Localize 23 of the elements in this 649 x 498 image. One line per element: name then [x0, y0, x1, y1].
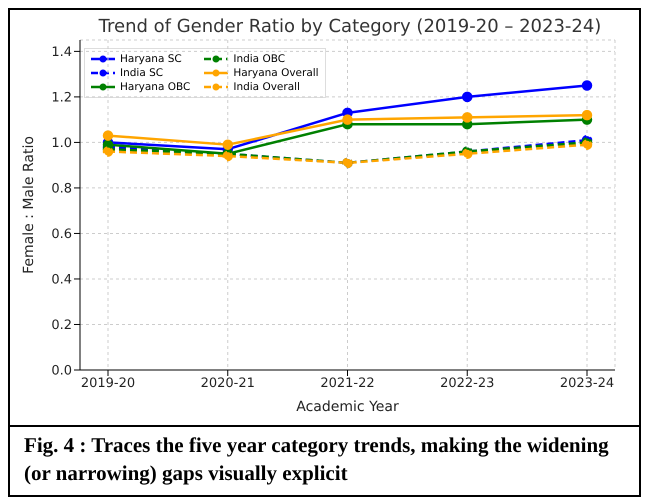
y-tick-label: 0.4 — [51, 272, 72, 288]
legend-label: Haryana SC — [120, 52, 182, 66]
legend-label: India Overall — [233, 80, 300, 94]
y-tick-label: 0.6 — [51, 227, 72, 242]
y-tick-label: 1.0 — [51, 136, 72, 152]
y-tick-label: 1.2 — [51, 90, 72, 106]
x-tick-label: 2022-23 — [440, 376, 494, 392]
x-axis-title: Academic Year — [296, 399, 399, 415]
y-tick-label: 0.0 — [51, 364, 72, 379]
y-axis-title: Female : Male Ratio — [20, 136, 37, 274]
x-tick-label: 2023-24 — [560, 376, 614, 392]
y-tick-label: 0.8 — [51, 182, 72, 197]
x-tick-label: 2019-20 — [80, 376, 136, 392]
legend-label: India OBC — [233, 52, 286, 66]
legend-label: Haryana OBC — [120, 80, 190, 94]
x-tick-label: 2021-22 — [320, 376, 375, 392]
legend-label: Haryana Overall — [233, 66, 319, 80]
y-tick-label: 1.4 — [51, 44, 72, 60]
chart-title: Trend of Gender Ratio by Category (2019-20 – 2023-24) — [98, 16, 602, 37]
x-tick-label: 2020-21 — [200, 376, 255, 392]
caption: Fig. 4 : Traces the five year category trends, making the widening (or narrowing) gaps visually explicit — [10, 425, 639, 495]
y-tick-label: 0.2 — [51, 318, 72, 334]
legend-label: India SC — [120, 66, 164, 80]
